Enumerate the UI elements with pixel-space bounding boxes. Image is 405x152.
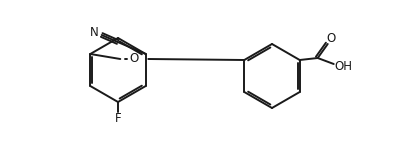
- Text: F: F: [115, 112, 122, 124]
- Text: O: O: [130, 52, 139, 66]
- Text: OH: OH: [335, 59, 353, 73]
- Text: O: O: [326, 33, 335, 45]
- Text: N: N: [90, 26, 99, 38]
